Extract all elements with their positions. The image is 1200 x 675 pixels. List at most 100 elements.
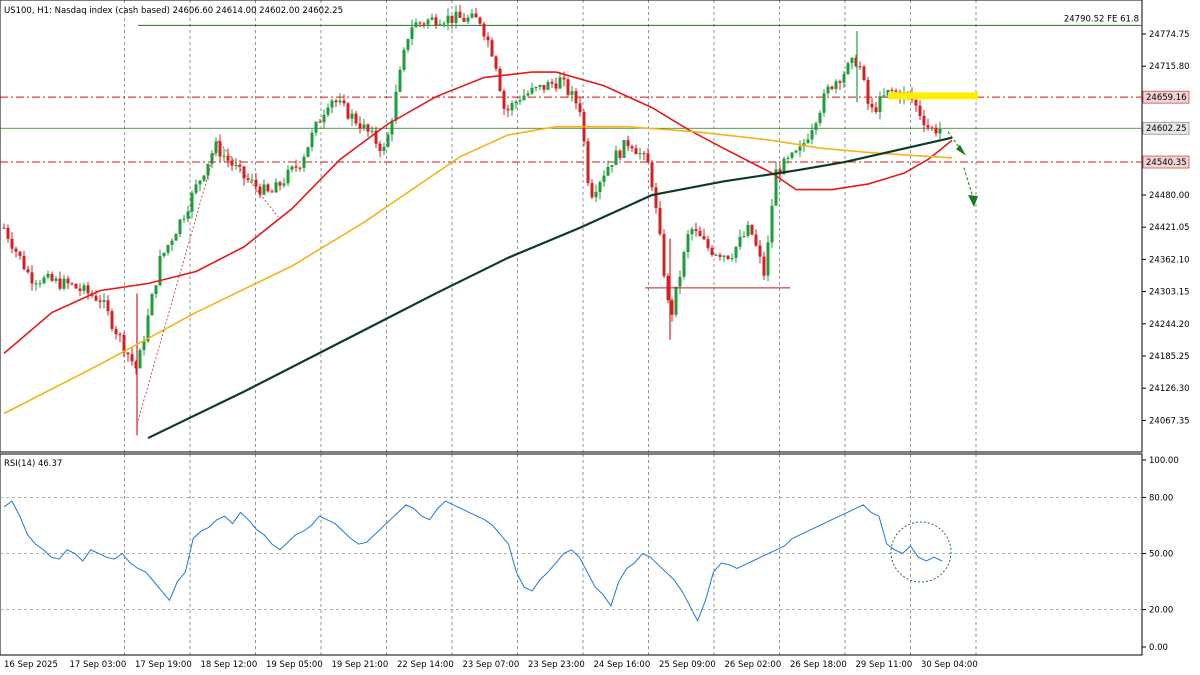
candle-body — [134, 361, 138, 369]
candle-body — [330, 100, 334, 108]
candle-body — [218, 141, 222, 157]
candle-body — [470, 13, 474, 18]
candle-body — [638, 153, 642, 155]
y-tick-label: 24715.80 — [1149, 62, 1190, 72]
candle-body — [410, 27, 414, 40]
candle-body — [278, 182, 282, 186]
candle-body — [466, 17, 470, 22]
candle-body — [418, 22, 422, 24]
rsi-axis[interactable]: 100.00 80.00 50.00 20.00 0.00 — [1142, 456, 1179, 653]
candle-body — [414, 22, 418, 28]
candle-body — [190, 192, 194, 212]
x-tick-label: 16 Sep 2025 — [4, 660, 58, 670]
candle-body — [730, 257, 734, 259]
y-tick-label: 24244.20 — [1149, 320, 1190, 330]
candle-body — [846, 63, 850, 75]
candle-body — [914, 99, 918, 106]
candle-body — [806, 139, 810, 143]
moving-averages — [3, 71, 953, 440]
candle-body — [702, 236, 706, 240]
time-axis[interactable]: 16 Sep 2025 17 Sep 03:00 17 Sep 19:00 18 Se… — [4, 660, 978, 670]
candle-body — [346, 103, 350, 119]
candle-body — [518, 100, 522, 102]
candle-body — [490, 40, 494, 57]
candle-body — [350, 113, 354, 119]
candle-body — [734, 246, 738, 258]
candle-body — [398, 69, 402, 92]
candle-body — [114, 328, 118, 335]
candle-body — [314, 121, 318, 133]
candle-body — [374, 130, 378, 144]
forecast-arrow-line — [963, 167, 974, 198]
rsi-panel[interactable] — [0, 453, 1143, 656]
rsi-highlight-circle — [890, 521, 952, 583]
candle-body — [238, 164, 242, 167]
candle-body — [250, 179, 254, 181]
x-tick-label: 26 Sep 02:00 — [725, 660, 782, 670]
x-tick-label: 23 Sep 07:00 — [463, 660, 520, 670]
candle-body — [814, 123, 818, 131]
candle-body — [770, 205, 774, 243]
x-tick-label: 19 Sep 05:00 — [266, 660, 323, 670]
candle-body — [550, 82, 554, 84]
candles — [2, 4, 942, 436]
candle-body — [674, 286, 678, 315]
candle-body — [158, 256, 162, 286]
candle-body — [86, 285, 90, 294]
x-tick-label: 25 Sep 09:00 — [659, 660, 716, 670]
candle-body — [174, 234, 178, 241]
x-tick-label: 22 Sep 14:00 — [397, 660, 454, 670]
candle-body — [198, 180, 202, 185]
candle-body — [934, 127, 938, 134]
rsi-tick-label: 100.00 — [1149, 456, 1179, 466]
candle-body — [698, 230, 702, 237]
price-panel[interactable] — [0, 0, 1143, 453]
candle-body — [642, 153, 646, 155]
y-tick-label: 24185.25 — [1149, 352, 1190, 362]
candle-body — [522, 95, 526, 101]
fibonacci-trend-line — [136, 140, 219, 425]
candle-body — [650, 162, 654, 188]
candle-body — [494, 56, 498, 69]
y-tick-label: 24303.15 — [1149, 288, 1190, 298]
candle-body — [874, 107, 878, 113]
rsi-tick-label: 0.00 — [1149, 643, 1168, 653]
candle-body — [830, 86, 834, 89]
resistance-price-tag — [1142, 90, 1190, 104]
candle-body — [706, 239, 710, 248]
candle-body — [926, 125, 930, 128]
candle-body — [854, 57, 858, 67]
candle-body — [438, 24, 442, 26]
candle-body — [890, 89, 894, 91]
candle-body — [50, 273, 54, 281]
candle-body — [118, 334, 122, 336]
candle-body — [126, 352, 130, 355]
x-tick-label: 26 Sep 18:00 — [790, 660, 847, 670]
candle-body — [758, 245, 762, 257]
candle-body — [166, 244, 170, 253]
candle-body — [458, 11, 462, 18]
support-price-tag — [1142, 155, 1190, 169]
y-tick-label: 24480.00 — [1149, 191, 1190, 201]
candle-body — [454, 11, 458, 23]
candle-body — [206, 163, 210, 176]
candle-body — [750, 224, 754, 235]
candle-body — [514, 101, 518, 104]
moving-average-red — [3, 71, 953, 355]
price-axis[interactable]: 24774.7524715.8024656.8524597.9024538.95… — [1142, 30, 1190, 426]
candle-body — [326, 107, 330, 115]
candle-body — [782, 158, 786, 175]
candle-body — [378, 143, 382, 151]
candle-body — [742, 235, 746, 237]
candle-body — [542, 84, 546, 90]
x-tick-label: 19 Sep 21:00 — [332, 660, 389, 670]
x-tick-label: 23 Sep 23:00 — [528, 660, 585, 670]
candle-body — [658, 207, 662, 235]
rsi-tick-label: 50.00 — [1149, 550, 1173, 560]
candle-body — [462, 17, 466, 22]
candle-body — [546, 82, 550, 90]
candle-body — [746, 224, 750, 236]
candle-body — [34, 283, 38, 285]
candle-body — [98, 300, 102, 302]
